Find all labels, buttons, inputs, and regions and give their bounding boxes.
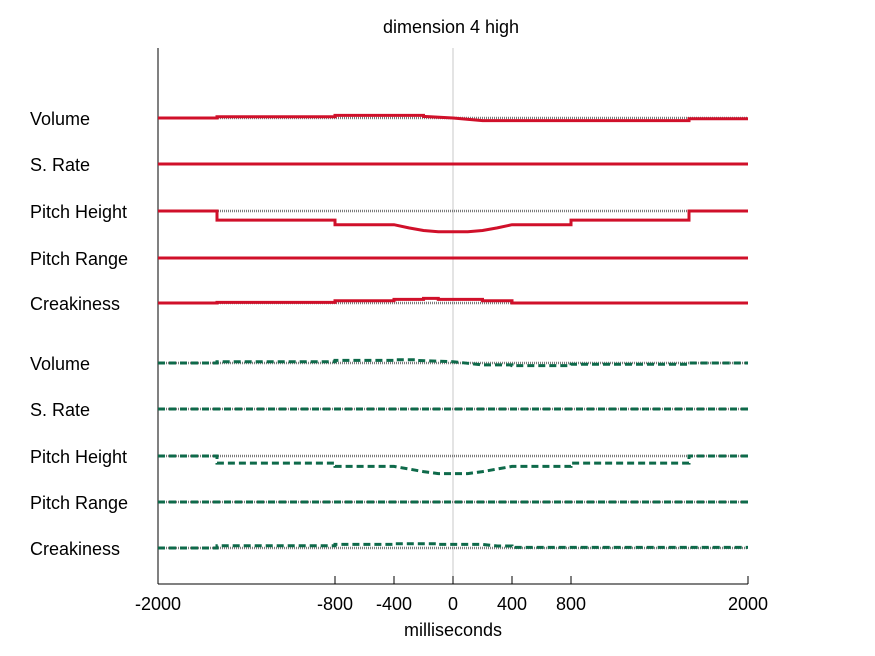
series-line-creakiness <box>158 296 748 305</box>
x-tick-label: 0 <box>448 594 458 614</box>
x-tick-label: 2000 <box>728 594 768 614</box>
row-label: Volume <box>30 109 90 129</box>
row-label: Creakiness <box>30 294 120 314</box>
series-line-creakiness <box>158 542 748 550</box>
x-tick-label: -800 <box>317 594 353 614</box>
series-line-pitch-height <box>158 209 748 234</box>
row-label: Pitch Range <box>30 249 128 269</box>
row-label: S. Rate <box>30 155 90 175</box>
chart-title: dimension 4 high <box>383 17 519 37</box>
row-label: S. Rate <box>30 400 90 420</box>
series-line-volume <box>158 358 748 368</box>
row-label: Pitch Height <box>30 447 127 467</box>
x-ticks: -2000 -800 -400 0 400 800 2000 <box>135 576 768 614</box>
row-label: Pitch Range <box>30 493 128 513</box>
row-labels: Volume S. Rate Pitch Height Pitch Range Crea… <box>30 109 128 559</box>
row-label: Pitch Height <box>30 202 127 222</box>
x-tick-label: -400 <box>376 594 412 614</box>
x-tick-label: 400 <box>497 594 527 614</box>
x-tick-label: 800 <box>556 594 586 614</box>
row-label: Creakiness <box>30 539 120 559</box>
row-label: Volume <box>30 354 90 374</box>
series-line-volume <box>158 113 748 123</box>
series-lines <box>158 113 748 550</box>
x-tick-label: -2000 <box>135 594 181 614</box>
x-axis-label: milliseconds <box>404 620 502 640</box>
